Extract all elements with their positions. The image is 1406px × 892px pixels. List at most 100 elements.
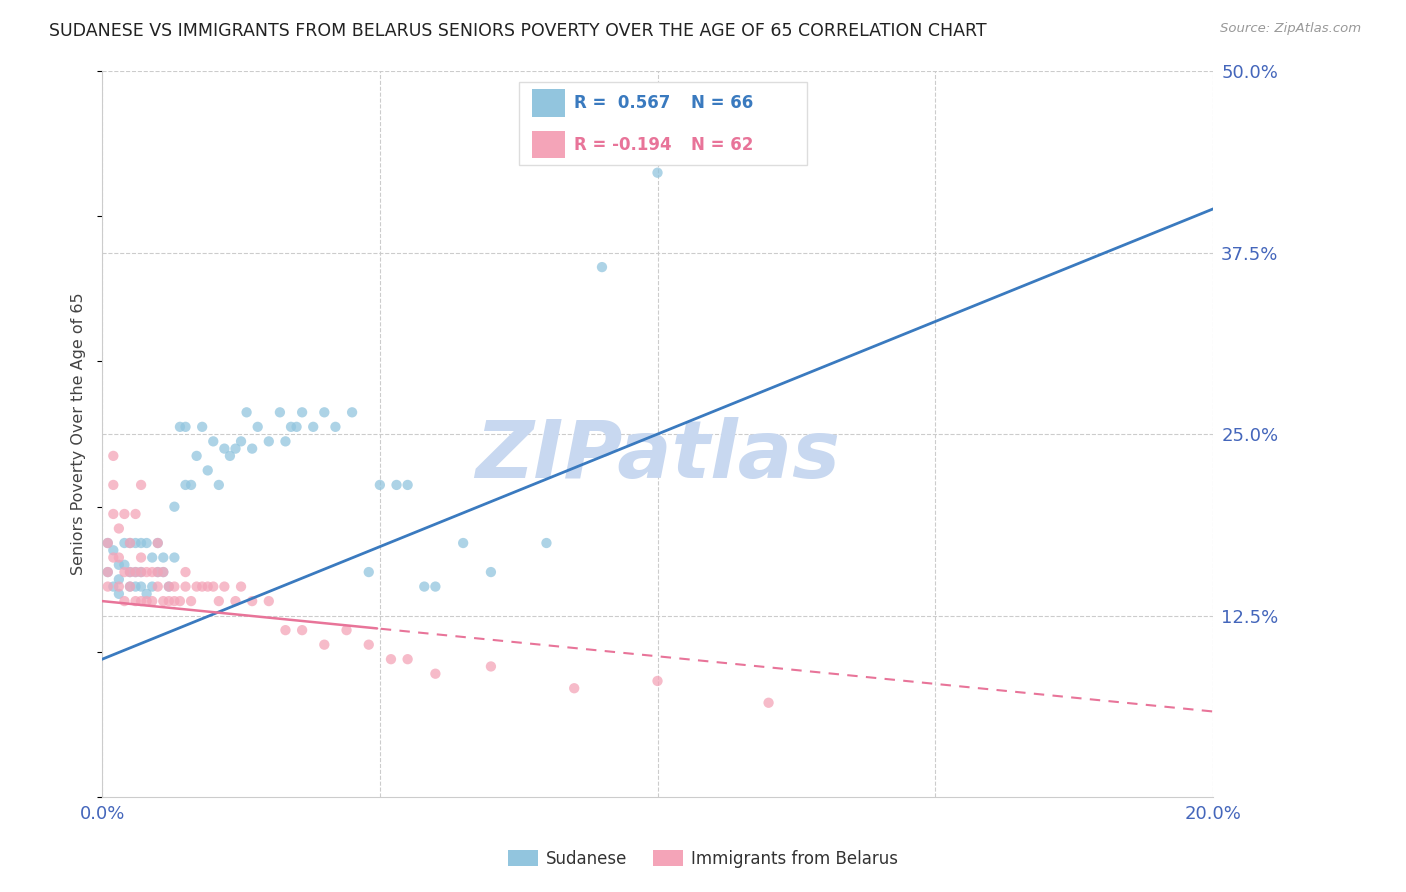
Point bbox=[163, 594, 186, 608]
Point bbox=[135, 565, 157, 579]
Point bbox=[208, 594, 231, 608]
Point bbox=[112, 565, 135, 579]
Point bbox=[118, 565, 141, 579]
Point bbox=[219, 449, 242, 463]
Point bbox=[191, 580, 214, 594]
Point bbox=[240, 442, 263, 456]
Point bbox=[413, 580, 436, 594]
Point bbox=[180, 594, 202, 608]
Point bbox=[758, 696, 780, 710]
Point bbox=[124, 580, 146, 594]
Point bbox=[325, 420, 347, 434]
Point bbox=[285, 420, 308, 434]
Point bbox=[157, 580, 180, 594]
Point bbox=[103, 580, 125, 594]
FancyBboxPatch shape bbox=[531, 131, 565, 159]
Point bbox=[229, 434, 252, 449]
Point bbox=[146, 536, 169, 550]
Point bbox=[562, 681, 585, 696]
Text: R = -0.194: R = -0.194 bbox=[574, 136, 672, 153]
Point bbox=[124, 594, 146, 608]
Point bbox=[202, 580, 225, 594]
Point bbox=[647, 673, 669, 688]
Point bbox=[112, 536, 135, 550]
Text: N = 62: N = 62 bbox=[690, 136, 754, 153]
Point bbox=[129, 565, 152, 579]
Point bbox=[163, 500, 186, 514]
Point bbox=[396, 478, 419, 492]
Point bbox=[103, 550, 125, 565]
Point bbox=[124, 536, 146, 550]
Point bbox=[118, 536, 141, 550]
Point bbox=[647, 166, 669, 180]
Point bbox=[169, 420, 191, 434]
Point bbox=[135, 594, 157, 608]
Point bbox=[141, 550, 163, 565]
Point bbox=[152, 594, 174, 608]
Point bbox=[129, 565, 152, 579]
Point bbox=[269, 405, 291, 419]
Point bbox=[129, 536, 152, 550]
Point bbox=[174, 565, 197, 579]
Text: N = 66: N = 66 bbox=[690, 94, 754, 112]
Point bbox=[103, 543, 125, 558]
Point bbox=[152, 550, 174, 565]
Point bbox=[141, 594, 163, 608]
Point bbox=[274, 623, 297, 637]
Point bbox=[97, 536, 120, 550]
Point bbox=[246, 420, 269, 434]
Point bbox=[280, 420, 302, 434]
Point bbox=[368, 478, 391, 492]
Point bbox=[186, 449, 208, 463]
Point bbox=[141, 580, 163, 594]
Point bbox=[112, 507, 135, 521]
Point bbox=[357, 638, 380, 652]
Point bbox=[380, 652, 402, 666]
Point bbox=[129, 550, 152, 565]
Point bbox=[108, 580, 131, 594]
Point bbox=[291, 623, 314, 637]
Point bbox=[112, 558, 135, 572]
Point bbox=[97, 536, 120, 550]
Y-axis label: Seniors Poverty Over the Age of 65: Seniors Poverty Over the Age of 65 bbox=[72, 293, 86, 575]
Point bbox=[536, 536, 558, 550]
Point bbox=[146, 565, 169, 579]
Point bbox=[124, 507, 146, 521]
Point bbox=[357, 565, 380, 579]
Point bbox=[425, 580, 447, 594]
Point bbox=[214, 580, 236, 594]
Point bbox=[385, 478, 408, 492]
Text: R =  0.567: R = 0.567 bbox=[574, 94, 671, 112]
Point bbox=[124, 565, 146, 579]
Point bbox=[302, 420, 325, 434]
Point bbox=[103, 507, 125, 521]
Point bbox=[274, 434, 297, 449]
Point bbox=[118, 536, 141, 550]
Point bbox=[224, 594, 246, 608]
Point bbox=[214, 442, 236, 456]
Point bbox=[146, 580, 169, 594]
Point bbox=[97, 565, 120, 579]
Point bbox=[163, 550, 186, 565]
Point bbox=[197, 580, 219, 594]
Point bbox=[335, 623, 357, 637]
Point bbox=[97, 580, 120, 594]
Point bbox=[163, 580, 186, 594]
Point bbox=[157, 594, 180, 608]
Point bbox=[146, 565, 169, 579]
Text: SUDANESE VS IMMIGRANTS FROM BELARUS SENIORS POVERTY OVER THE AGE OF 65 CORRELATI: SUDANESE VS IMMIGRANTS FROM BELARUS SENI… bbox=[49, 22, 987, 40]
Point bbox=[146, 536, 169, 550]
Point bbox=[208, 478, 231, 492]
FancyBboxPatch shape bbox=[531, 89, 565, 117]
Legend: Sudanese, Immigrants from Belarus: Sudanese, Immigrants from Belarus bbox=[502, 844, 904, 875]
Point bbox=[103, 449, 125, 463]
Point bbox=[257, 434, 280, 449]
Point bbox=[174, 478, 197, 492]
Point bbox=[197, 463, 219, 477]
Point bbox=[174, 420, 197, 434]
Point bbox=[174, 580, 197, 594]
Point bbox=[108, 572, 131, 586]
Point bbox=[129, 478, 152, 492]
FancyBboxPatch shape bbox=[519, 82, 807, 165]
Point bbox=[152, 565, 174, 579]
